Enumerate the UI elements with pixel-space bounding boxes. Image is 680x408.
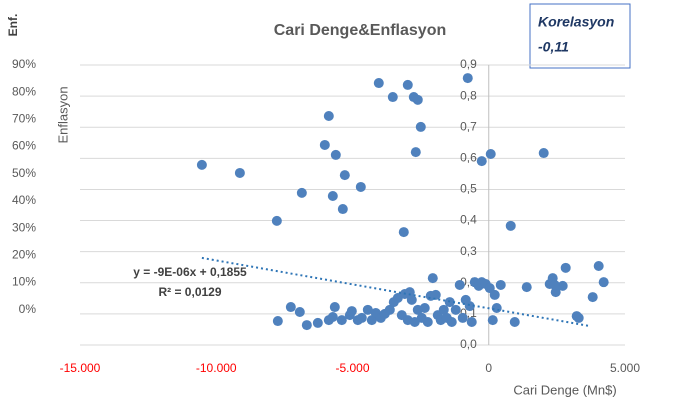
point — [484, 283, 495, 294]
point — [549, 279, 560, 290]
y-tick-label: 0,3 — [460, 244, 477, 258]
y2-tick-label: 60% — [12, 139, 36, 153]
x-tick-label: 5.000 — [610, 361, 640, 375]
y2-tick-label: 40% — [12, 193, 36, 207]
y-axis-title: Enflasyon — [55, 86, 70, 143]
point — [476, 156, 487, 167]
x-tick-label: -15.000 — [60, 361, 101, 375]
y2-tick-label: 20% — [12, 247, 36, 261]
point — [462, 73, 473, 84]
point — [196, 159, 207, 170]
point — [319, 139, 330, 150]
point — [312, 317, 323, 328]
y-tick-label: 0,6 — [460, 151, 477, 165]
point — [587, 292, 598, 303]
point — [538, 148, 549, 159]
point — [521, 282, 532, 293]
point — [355, 181, 366, 192]
y-tick-label: 0,0 — [460, 337, 477, 351]
x-tick-label: 0 — [485, 361, 492, 375]
point — [387, 92, 398, 103]
point — [489, 289, 500, 300]
point — [422, 316, 433, 327]
y2-tick-label: 90% — [12, 57, 36, 71]
y2-tick-label: 70% — [12, 112, 36, 126]
annotation-line: -0,11 — [538, 39, 569, 55]
y-tick-label: 0,7 — [460, 119, 477, 133]
point — [491, 302, 502, 313]
y-tick-label: 0,9 — [460, 57, 477, 71]
y-tick-label: 0,5 — [460, 182, 477, 196]
point — [398, 227, 409, 238]
point — [430, 289, 441, 300]
point — [294, 307, 305, 318]
x-tick-label: -10.000 — [196, 361, 237, 375]
trendline — [201, 256, 590, 328]
point — [415, 121, 426, 132]
point — [485, 148, 496, 159]
point — [406, 294, 417, 305]
y-tick-label: 0,4 — [460, 213, 477, 227]
point — [404, 287, 415, 298]
y2-tick-label: 80% — [12, 84, 36, 98]
point — [296, 187, 307, 198]
x-axis-title: Cari Denge (Mn$) — [513, 382, 616, 397]
point — [410, 147, 421, 158]
annotation-line: Korelasyon — [538, 14, 614, 30]
point — [271, 215, 282, 226]
point — [505, 220, 516, 231]
point — [464, 301, 475, 312]
annotation-box — [529, 3, 631, 69]
point — [509, 316, 520, 327]
point — [427, 273, 438, 284]
point — [438, 304, 449, 315]
x-tick-label: -5.000 — [335, 361, 369, 375]
point — [598, 277, 609, 288]
point — [336, 315, 347, 326]
point — [495, 279, 506, 290]
chart-title: Cari Denge&Enflasyon — [274, 22, 446, 39]
point — [454, 279, 465, 290]
y2-tick-label: 10% — [12, 275, 36, 289]
point — [373, 78, 384, 89]
point — [339, 170, 350, 181]
trendline-label: y = -9E-06x + 0,1855 — [133, 265, 247, 279]
point — [285, 302, 296, 313]
point — [356, 312, 367, 323]
point — [346, 306, 357, 317]
point — [329, 302, 340, 313]
point — [301, 320, 312, 331]
point — [362, 304, 373, 315]
point — [487, 315, 498, 326]
point — [560, 262, 571, 273]
point — [323, 111, 334, 122]
point — [450, 304, 461, 315]
point — [412, 94, 423, 105]
point — [446, 316, 457, 327]
point — [593, 260, 604, 271]
point — [384, 304, 395, 315]
point — [234, 167, 245, 178]
point — [457, 312, 468, 323]
y2-tick-label: 0% — [19, 302, 37, 316]
y2-tick-label: 50% — [12, 166, 36, 180]
point — [557, 280, 568, 291]
corner-label: Enf. — [6, 14, 20, 37]
point — [419, 302, 430, 313]
y-tick-label: 0,8 — [460, 88, 477, 102]
point — [573, 312, 584, 323]
y2-tick-label: 30% — [12, 220, 36, 234]
point — [327, 190, 338, 201]
point — [466, 316, 477, 327]
trendline-label: R² = 0,0129 — [158, 285, 221, 299]
point — [327, 312, 338, 322]
point — [272, 316, 283, 327]
point — [330, 149, 341, 160]
point — [337, 204, 348, 215]
point — [402, 79, 413, 90]
